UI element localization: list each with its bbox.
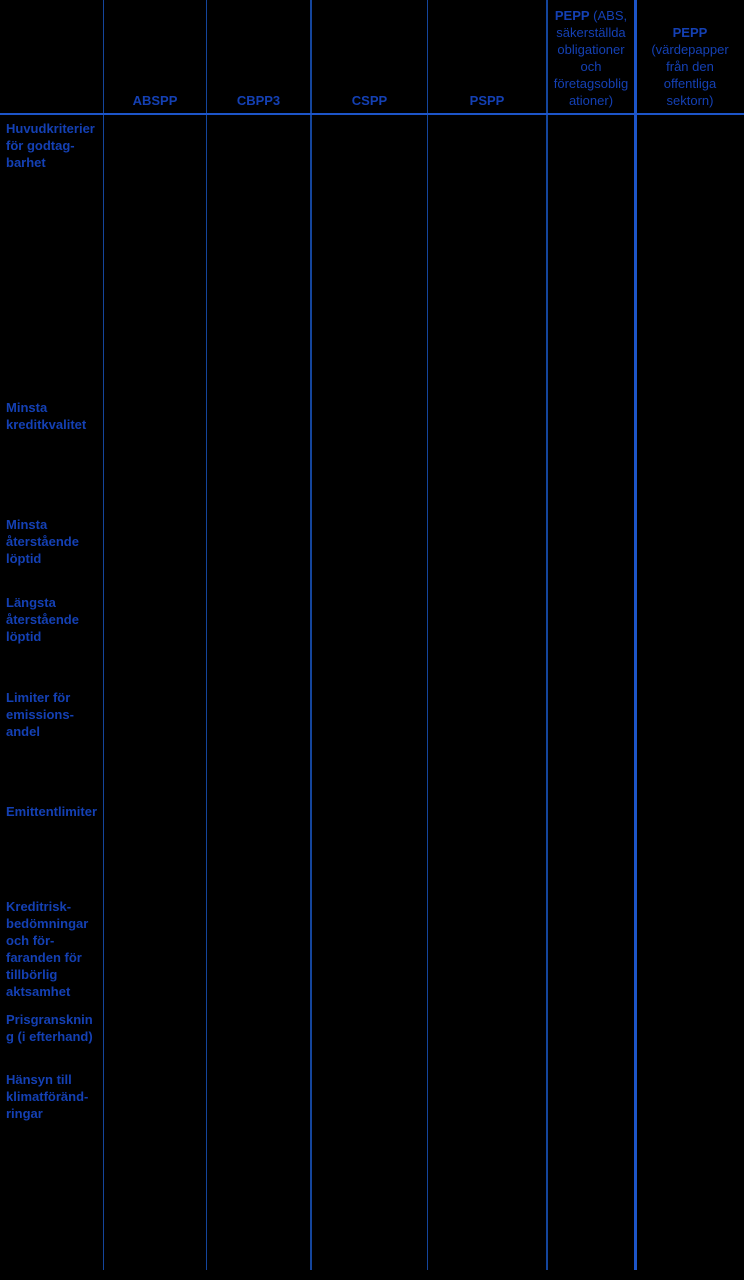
column-header-cspp: CSPP — [313, 0, 426, 113]
column-header-label: CBPP3 — [236, 93, 281, 108]
column-header-label: ABSPP — [132, 93, 178, 108]
column-header-pepp-public: PEPP (värdepapper från den offentliga se… — [651, 25, 729, 108]
column-divider — [427, 0, 428, 1270]
row-label-main-eligibility-criteria: Huvudkriterier för godtag- barhet — [6, 121, 95, 170]
row-label-minimum-credit-quality: Minsta kreditkvalitet — [6, 400, 87, 432]
column-header-pepp-private: PEPP (ABS, säkerställda obligationer och… — [553, 8, 629, 108]
column-header-label: PEPP — [554, 8, 590, 23]
column-header-label: PSPP — [469, 93, 505, 108]
column-divider — [206, 0, 207, 1270]
row-label-issuer-limits: Emittentlimiter — [6, 804, 98, 819]
column-header-pspp: PSPP — [429, 0, 545, 113]
row-label-credit-assessments-due-diligence: Kreditrisk- bedömningar och för- farande… — [6, 899, 89, 999]
column-divider — [634, 0, 637, 1270]
column-divider — [546, 0, 548, 1270]
column-header-cbpp3: CBPP3 — [208, 0, 309, 113]
row-label-issue-share-limits: Limiter för emissions- andel — [6, 690, 74, 739]
column-header-label: CSPP — [351, 93, 388, 108]
row-label-maximum-remaining-maturity: Längsta återstående löptid — [6, 595, 79, 644]
row-label-ex-post-price-vetting: Prisgransknin g (i efterhand) — [6, 1012, 93, 1044]
column-divider — [310, 0, 312, 1270]
column-header-abspp: ABSPP — [105, 0, 205, 113]
row-label-minimum-remaining-maturity: Minsta återstående löptid — [6, 517, 79, 566]
column-divider — [103, 0, 104, 1270]
header-row-divider — [0, 113, 744, 115]
row-label-climate-change-considerations: Hänsyn till klimatföränd- ringar — [6, 1072, 89, 1121]
column-header-label: PEPP — [672, 25, 708, 40]
